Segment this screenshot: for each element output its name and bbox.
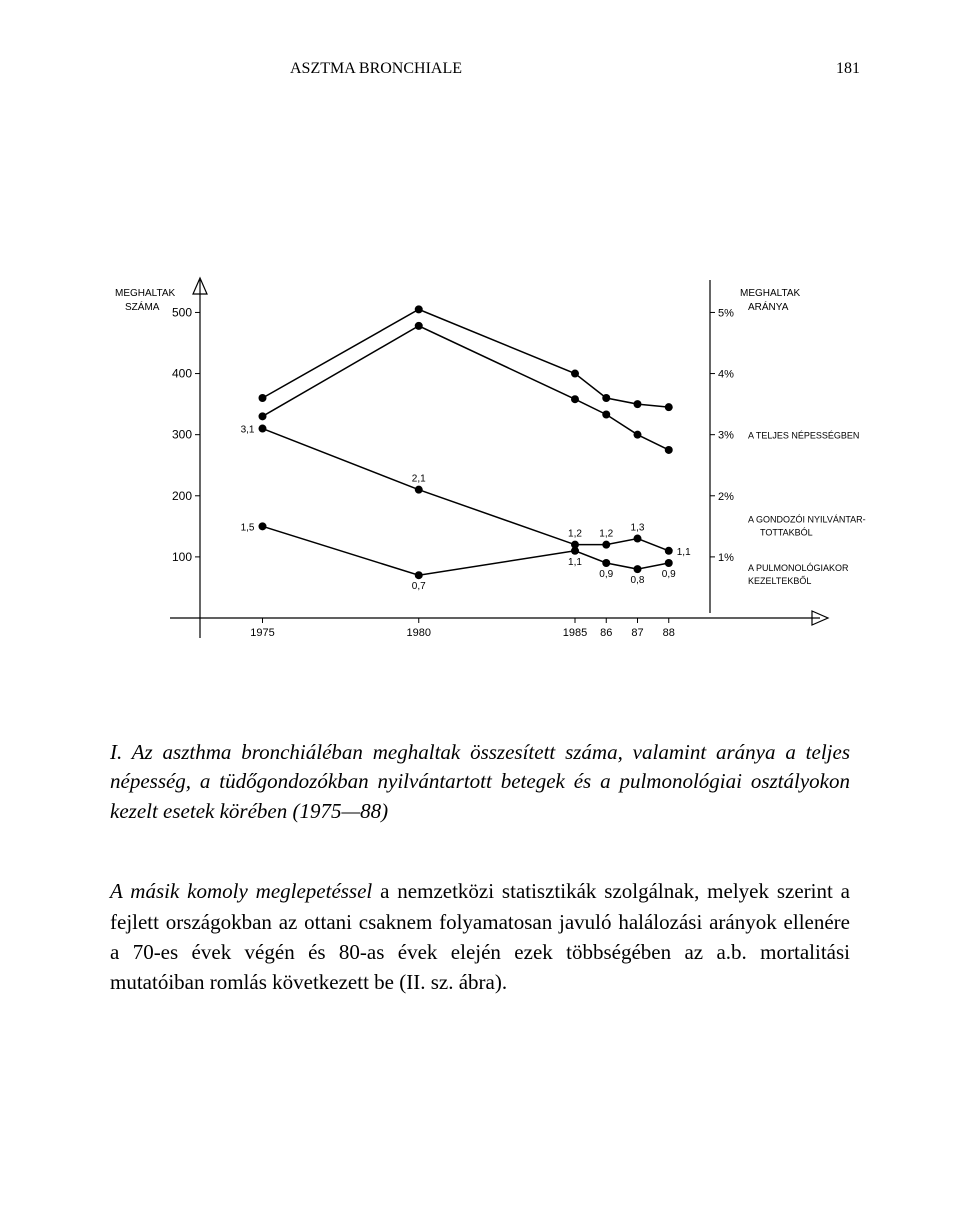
svg-text:1,2: 1,2 (599, 529, 613, 540)
svg-text:3%: 3% (718, 430, 734, 442)
svg-text:0,9: 0,9 (662, 569, 676, 580)
figure-caption: I. Az aszthma bronchiáléban meghaltak ös… (110, 738, 850, 826)
page-header: ASZTMA BRONCHIALE 181 (80, 60, 880, 78)
svg-text:0,7: 0,7 (412, 581, 426, 592)
svg-text:TOTTAKBÓL: TOTTAKBÓL (760, 527, 813, 537)
svg-text:KEZELTEKBŐL: KEZELTEKBŐL (748, 576, 811, 586)
svg-text:ARÁNYA: ARÁNYA (748, 300, 789, 313)
svg-text:2,1: 2,1 (412, 474, 426, 485)
svg-text:100: 100 (172, 550, 192, 564)
header-title: ASZTMA BRONCHIALE (290, 60, 462, 78)
svg-text:MEGHALTAK: MEGHALTAK (740, 288, 801, 299)
svg-text:MEGHALTAK: MEGHALTAK (115, 288, 176, 299)
svg-text:200: 200 (172, 489, 192, 503)
svg-text:87: 87 (631, 627, 643, 639)
svg-text:1,3: 1,3 (631, 523, 645, 534)
svg-text:1,2: 1,2 (568, 529, 582, 540)
svg-text:A TELJES NÉPESSÉGBEN: A TELJES NÉPESSÉGBEN (748, 431, 859, 441)
svg-text:1,1: 1,1 (568, 557, 582, 568)
chart-figure: 100200300400500MEGHALTAKSZÁMA19751980198… (80, 258, 880, 678)
svg-text:4%: 4% (718, 369, 734, 381)
header-page-number: 181 (836, 60, 860, 78)
svg-text:0,8: 0,8 (631, 575, 645, 586)
svg-text:2%: 2% (718, 491, 734, 503)
svg-text:1%: 1% (718, 552, 734, 564)
svg-text:1980: 1980 (407, 627, 431, 639)
svg-text:86: 86 (600, 627, 612, 639)
svg-text:SZÁMA: SZÁMA (125, 300, 160, 313)
caption-text: I. Az aszthma bronchiáléban meghaltak ös… (110, 740, 850, 823)
svg-text:1,1: 1,1 (677, 547, 691, 558)
paragraph-lead: A másik komoly meglepetéssel (110, 879, 372, 903)
svg-text:0,9: 0,9 (599, 569, 613, 580)
line-chart-svg: 100200300400500MEGHALTAKSZÁMA19751980198… (80, 258, 880, 678)
svg-text:A GONDOZÓI NYILVÁNTAR-: A GONDOZÓI NYILVÁNTAR- (748, 514, 866, 524)
svg-text:500: 500 (172, 305, 192, 319)
svg-text:5%: 5% (718, 307, 734, 319)
svg-text:400: 400 (172, 367, 192, 381)
svg-text:1985: 1985 (563, 627, 587, 639)
svg-text:300: 300 (172, 428, 192, 442)
svg-text:1975: 1975 (250, 627, 274, 639)
body-paragraph: A másik komoly meglepetéssel a nemzetköz… (110, 876, 850, 998)
svg-text:88: 88 (663, 627, 675, 639)
svg-text:1,5: 1,5 (241, 522, 255, 533)
svg-text:A PULMONOLÓGIAKOR: A PULMONOLÓGIAKOR (748, 563, 849, 573)
svg-text:3,1: 3,1 (241, 425, 255, 436)
